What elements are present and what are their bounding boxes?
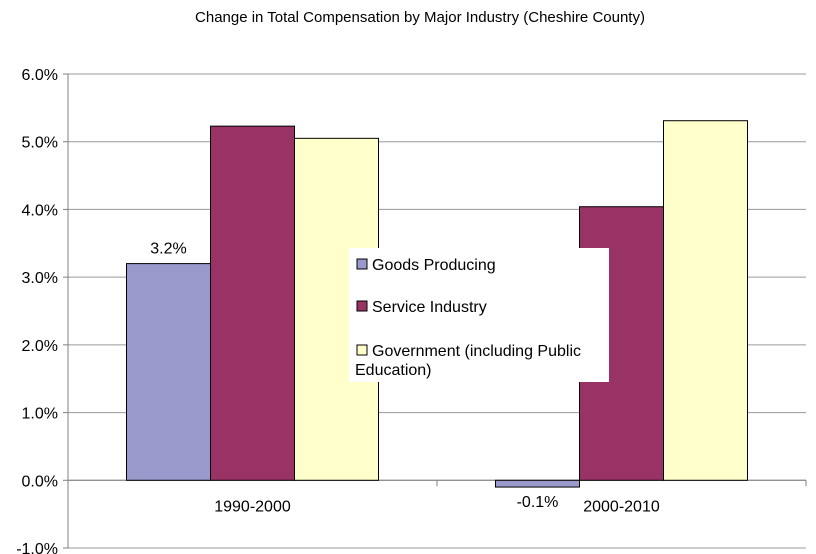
bar-government-including-public-education-2000-2010 [663, 120, 748, 481]
y-tick-label: 6.0% [22, 67, 58, 84]
y-tick-label: 1.0% [22, 406, 58, 423]
bars [126, 120, 748, 488]
data-labels: 3.2% -0.1% [150, 241, 558, 511]
legend-label: Goods Producing [372, 257, 496, 274]
legend-label: Government (including Public Education) [355, 343, 581, 379]
y-axis-ticks: -1.0% 0.0% 1.0% 2.0% 3.0% 4.0% 5.0% 6.0% [16, 67, 58, 554]
category-labels: 1990-2000 2000-2010 [214, 498, 660, 515]
legend-box [349, 248, 609, 382]
chart-title: Change in Total Compensation by Major In… [195, 9, 645, 26]
legend-swatch [356, 300, 368, 312]
data-label: 3.2% [150, 241, 186, 258]
bar-service-industry-1990-2000 [210, 125, 295, 481]
y-tick-label: 3.0% [22, 270, 58, 287]
category-label: 1990-2000 [214, 498, 291, 515]
category-label: 2000-2010 [583, 498, 660, 515]
data-label: -0.1% [517, 494, 559, 511]
y-tick-label: 4.0% [22, 202, 58, 219]
bar-goods-producing-2000-2010 [495, 479, 580, 488]
legend: Goods Producing Service Industry Governmen… [349, 248, 609, 382]
legend-swatch [356, 258, 368, 270]
y-tick-label: -1.0% [16, 541, 58, 554]
legend-label: Service Industry [372, 299, 487, 316]
legend-swatch [356, 344, 368, 356]
y-tick-label: 5.0% [22, 135, 58, 152]
y-tick-label: 2.0% [22, 338, 58, 355]
y-tick-label: 0.0% [22, 473, 58, 490]
bar-goods-producing-1990-2000 [126, 263, 211, 481]
